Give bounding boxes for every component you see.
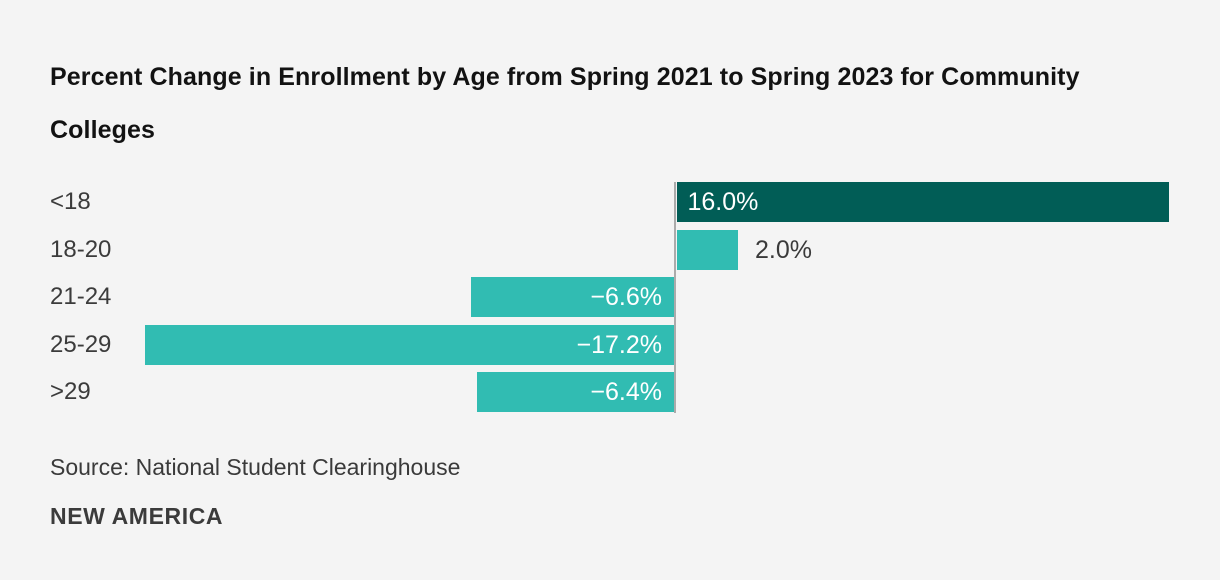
category-label: 25-29 — [50, 330, 112, 358]
category-label: 18-20 — [50, 235, 112, 263]
bar-value-label: −6.6% — [590, 283, 662, 312]
category-label: <18 — [50, 188, 91, 215]
bar-row: 18-20 2.0% — [0, 229, 1220, 270]
chart-title: Percent Change in Enrollment by Age from… — [50, 51, 1130, 157]
chart-title-line-1: Percent Change in Enrollment by Age from… — [50, 63, 1080, 91]
bar-value-label: −17.2% — [576, 330, 662, 359]
bar: 16.0% — [676, 182, 1169, 222]
bar: −17.2% — [145, 324, 674, 365]
bar-row: >29 −6.4% — [0, 372, 1220, 413]
bar-row: 25-29 −17.2% — [0, 324, 1220, 365]
bar: 2.0% — [676, 229, 812, 270]
bar: −6.6% — [471, 277, 674, 318]
new-america-logo: NEW AMERICA — [50, 503, 224, 529]
category-label: >29 — [50, 378, 91, 406]
bar: −6.4% — [477, 372, 674, 413]
bar-chart: <18 16.0% 18-20 2.0% 21-24 −6.6% 25-29 −17.2% >2… — [0, 182, 1220, 413]
chart-title-line-2: Colleges — [50, 116, 155, 144]
zero-axis-line — [673, 182, 676, 413]
bar-row: 21-24 −6.6% — [0, 277, 1220, 318]
bar-value-label: 2.0% — [755, 235, 812, 264]
category-label: 21-24 — [50, 283, 112, 311]
bar-value-label: −6.4% — [590, 378, 662, 407]
bar-value-label: 16.0% — [687, 188, 759, 216]
source-note: Source: National Student Clearinghouse — [50, 454, 461, 480]
bar-row: <18 16.0% — [0, 182, 1220, 222]
